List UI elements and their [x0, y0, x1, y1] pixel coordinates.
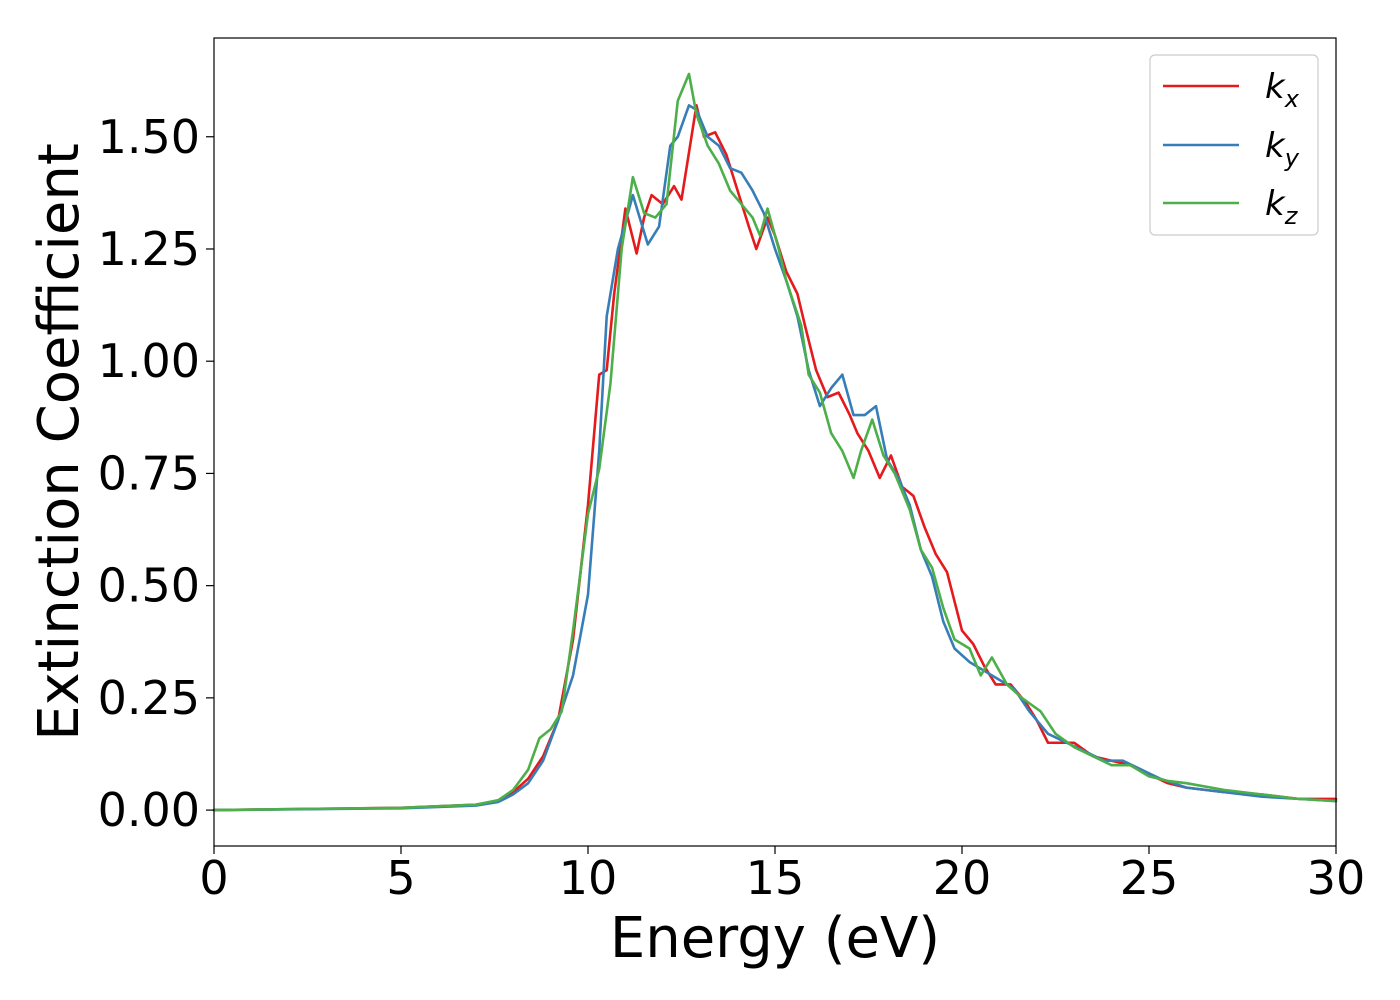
y-axis-title: Extinction Coefficient	[27, 143, 92, 741]
y-tick-label: 1.00	[98, 334, 200, 388]
x-axis-title: Energy (eV)	[610, 906, 940, 971]
y-tick-label: 1.25	[98, 222, 200, 276]
series-line-z	[212, 72, 1338, 812]
y-tick-label: 0.25	[98, 671, 200, 725]
x-tick-label: 0	[199, 851, 228, 905]
y-tick-label: 0.50	[98, 559, 200, 613]
y-tick-label: 0.75	[98, 446, 200, 500]
x-tick-label: 15	[746, 851, 805, 905]
plot-area	[212, 72, 1338, 812]
x-tick-label: 10	[559, 851, 618, 905]
x-tick-label: 30	[1307, 851, 1366, 905]
y-tick-label: 0.00	[98, 783, 200, 837]
x-tick-label: 25	[1120, 851, 1179, 905]
y-tick-label: 1.50	[98, 110, 200, 164]
x-tick-label: 20	[933, 851, 992, 905]
x-tick-label: 5	[386, 851, 415, 905]
y-axis: 0.00 0.25 0.50 0.75 1.00 1.25 1.50	[98, 110, 214, 837]
x-axis: 0 5 10 15 20 25 30	[199, 846, 1365, 905]
